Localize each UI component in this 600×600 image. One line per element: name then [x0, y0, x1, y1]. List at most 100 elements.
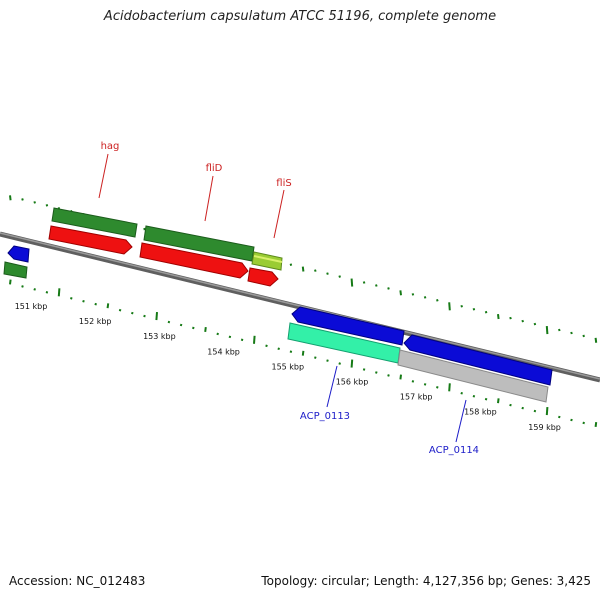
left-blue-gene[interactable] — [7, 245, 30, 263]
axis-tick-label: 159 kbp — [528, 423, 561, 432]
tick-mark — [326, 272, 329, 275]
tick-mark — [362, 368, 366, 371]
tick-mark — [338, 275, 341, 278]
tick-mark — [423, 296, 427, 299]
tick-mark — [289, 263, 293, 267]
tick-mark — [45, 204, 49, 207]
tick-mark — [277, 347, 280, 351]
tick-mark — [70, 296, 73, 300]
tick-mark — [131, 311, 134, 315]
fliS-leader — [273, 189, 285, 239]
fliS-label: fliS — [276, 178, 291, 189]
tick-mark — [521, 406, 524, 410]
accession-text: Accession: NC_012483 — [9, 574, 146, 588]
tick-mark — [558, 415, 561, 419]
label-leaders — [98, 153, 467, 443]
tick-mark — [448, 302, 451, 311]
tick-mark — [448, 383, 451, 392]
acp0114-gene[interactable] — [403, 334, 553, 386]
fliS-cds[interactable] — [247, 267, 279, 287]
hag-leader — [98, 153, 109, 199]
axis-tick-label: 151 kbp — [15, 302, 48, 311]
tick-mark — [484, 397, 488, 401]
tick-mark — [460, 304, 463, 308]
acp0113-label: ACP_0113 — [300, 411, 350, 422]
tick-mark — [289, 350, 293, 354]
tick-mark — [45, 291, 49, 294]
tick-mark — [265, 344, 268, 348]
tick-mark — [594, 337, 598, 343]
tick-mark — [387, 287, 390, 290]
acp0114-cds[interactable] — [397, 349, 549, 403]
tick-mark — [33, 288, 36, 291]
genome-summary-text: Topology: circular; Length: 4,127,356 bp… — [261, 574, 591, 588]
reverse-features — [3, 245, 553, 403]
tick-mark — [570, 331, 573, 335]
tick-mark — [106, 303, 110, 309]
tick-mark — [9, 195, 12, 201]
tick-mark — [411, 293, 415, 296]
tick-mark — [350, 359, 354, 368]
axis-tick-label: 157 kbp — [400, 393, 433, 402]
acp0113-leader — [326, 365, 338, 408]
tick-mark — [167, 320, 171, 324]
tick-mark — [545, 325, 549, 335]
hag-gene[interactable] — [51, 207, 138, 238]
fliD-leader — [204, 175, 214, 222]
tick-mark — [533, 322, 537, 326]
tick-mark — [375, 371, 378, 374]
tick-mark — [143, 314, 146, 318]
tick-mark — [582, 421, 585, 425]
forward-features — [48, 207, 283, 287]
tick-mark — [57, 288, 61, 297]
map-title: Acidobacterium capsulatum ATCC 51196, co… — [103, 9, 497, 24]
tick-mark — [436, 299, 439, 302]
tick-mark — [228, 335, 232, 339]
tick-mark — [301, 350, 305, 356]
tick-mark — [338, 362, 341, 365]
tick-mark — [301, 266, 305, 272]
axis-labels: 151 kbp 152 kbp 153 kbp 154 kbp 155 kbp 156 k… — [15, 302, 561, 432]
tick-mark — [545, 406, 549, 416]
tick-mark — [399, 290, 402, 296]
tick-mark — [314, 356, 317, 359]
acp0113-gene[interactable] — [291, 306, 405, 346]
tick-mark — [533, 409, 537, 413]
tick-mark — [497, 398, 500, 404]
tick-mark — [240, 338, 244, 342]
tick-mark — [253, 335, 256, 344]
acp0114-label: ACP_0114 — [429, 445, 479, 456]
tick-mark — [387, 374, 390, 377]
tick-mark — [326, 359, 329, 362]
tick-mark — [82, 299, 85, 303]
tick-mark — [179, 323, 183, 327]
tick-mark — [570, 418, 573, 422]
tick-mark — [472, 307, 476, 311]
tick-mark — [9, 279, 12, 285]
left-green-gene[interactable] — [3, 261, 28, 279]
tick-mark — [375, 284, 378, 287]
tick-mark — [118, 308, 122, 312]
tick-mark — [509, 403, 512, 407]
genome-backbone-highlight — [0, 232, 600, 380]
tick-mark — [155, 311, 158, 321]
tick-mark — [594, 422, 598, 428]
lower-tick-track — [9, 279, 598, 428]
tick-mark — [484, 310, 488, 314]
tick-mark — [497, 314, 500, 320]
axis-tick-label: 152 kbp — [79, 317, 112, 326]
tick-mark — [204, 327, 207, 333]
tick-mark — [411, 380, 415, 383]
tick-mark — [423, 383, 427, 386]
fliS-gene-stripe — [253, 255, 283, 263]
tick-mark — [192, 326, 195, 330]
fliD-cds[interactable] — [139, 242, 249, 279]
axis-tick-label: 154 kbp — [207, 347, 240, 356]
tick-mark — [143, 227, 146, 231]
tick-mark — [362, 281, 366, 284]
tick-mark — [33, 201, 36, 204]
tick-mark — [521, 319, 524, 323]
tick-mark — [216, 332, 219, 336]
tick-mark — [21, 285, 24, 288]
hag-cds[interactable] — [48, 225, 133, 255]
